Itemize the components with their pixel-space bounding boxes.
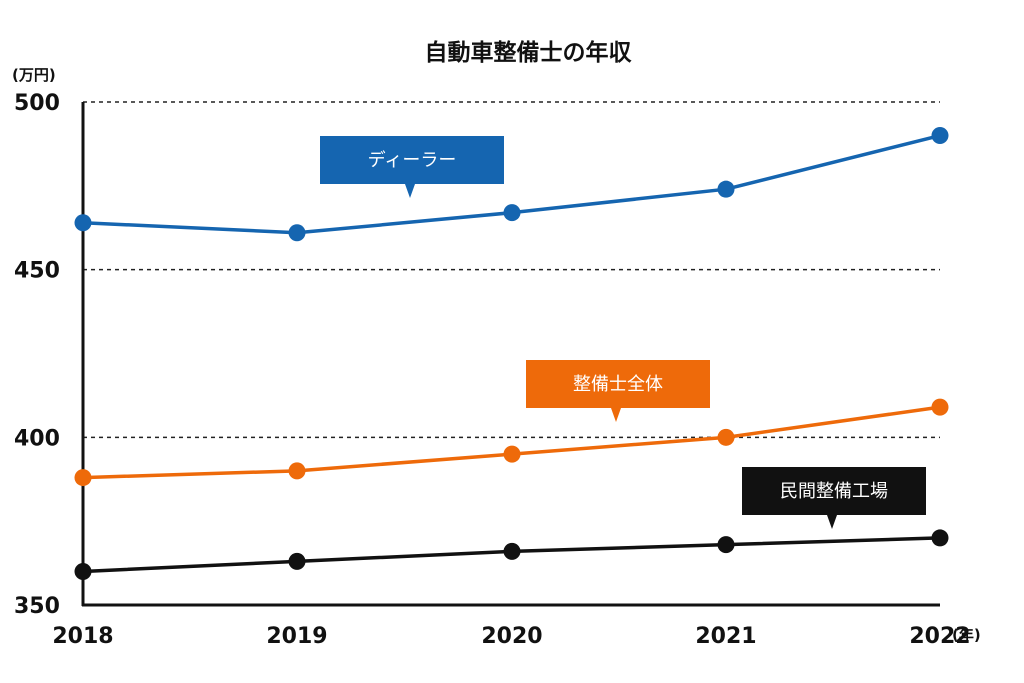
axes xyxy=(81,102,940,607)
y-tick-label: 450 xyxy=(14,259,60,284)
callout-box xyxy=(526,360,710,408)
series-name-label: 民間整備工場 xyxy=(780,481,888,502)
x-axis-unit-label: (年) xyxy=(952,626,981,644)
data-point xyxy=(717,180,735,198)
data-point xyxy=(288,552,306,570)
x-tick-label: 2021 xyxy=(695,624,756,649)
y-tick-label: 350 xyxy=(14,594,60,619)
callout-box xyxy=(742,467,926,515)
data-point xyxy=(503,445,521,463)
series-label-callout: 民間整備工場 xyxy=(742,467,926,529)
series-name-label: 整備士全体 xyxy=(573,374,663,395)
data-point xyxy=(288,462,306,480)
series-name-label: ディーラー xyxy=(368,150,457,171)
callout-pointer xyxy=(405,184,415,198)
data-point xyxy=(503,204,521,222)
gridlines xyxy=(83,101,940,439)
x-tick-label: 2020 xyxy=(481,624,542,649)
series-lines xyxy=(74,127,949,580)
data-point xyxy=(931,398,949,416)
data-point xyxy=(74,469,92,487)
data-point xyxy=(74,214,92,232)
data-point xyxy=(931,127,949,145)
y-tick-label: 400 xyxy=(14,426,60,451)
series-label-callout: 整備士全体 xyxy=(526,360,710,422)
tick-labels: 350 400 450 500 2018 2019 2020 2021 2022 xyxy=(14,91,971,649)
y-axis-unit-label: (万円) xyxy=(12,66,56,84)
chart-title: 自動車整備士の年収 xyxy=(425,39,633,66)
x-tick-label: 2022 xyxy=(909,624,970,649)
callout-box xyxy=(320,136,504,184)
callout-pointer xyxy=(611,408,621,422)
y-tick-label: 500 xyxy=(14,91,60,116)
data-point xyxy=(503,542,521,560)
x-tick-label: 2018 xyxy=(52,624,113,649)
x-tick-label: 2019 xyxy=(266,624,327,649)
series-label-callout: ディーラー xyxy=(320,136,504,198)
data-point xyxy=(931,529,949,547)
data-point xyxy=(717,536,735,554)
data-point xyxy=(717,428,735,446)
callout-pointer xyxy=(827,515,837,529)
data-point xyxy=(288,224,306,242)
data-point xyxy=(74,562,92,580)
